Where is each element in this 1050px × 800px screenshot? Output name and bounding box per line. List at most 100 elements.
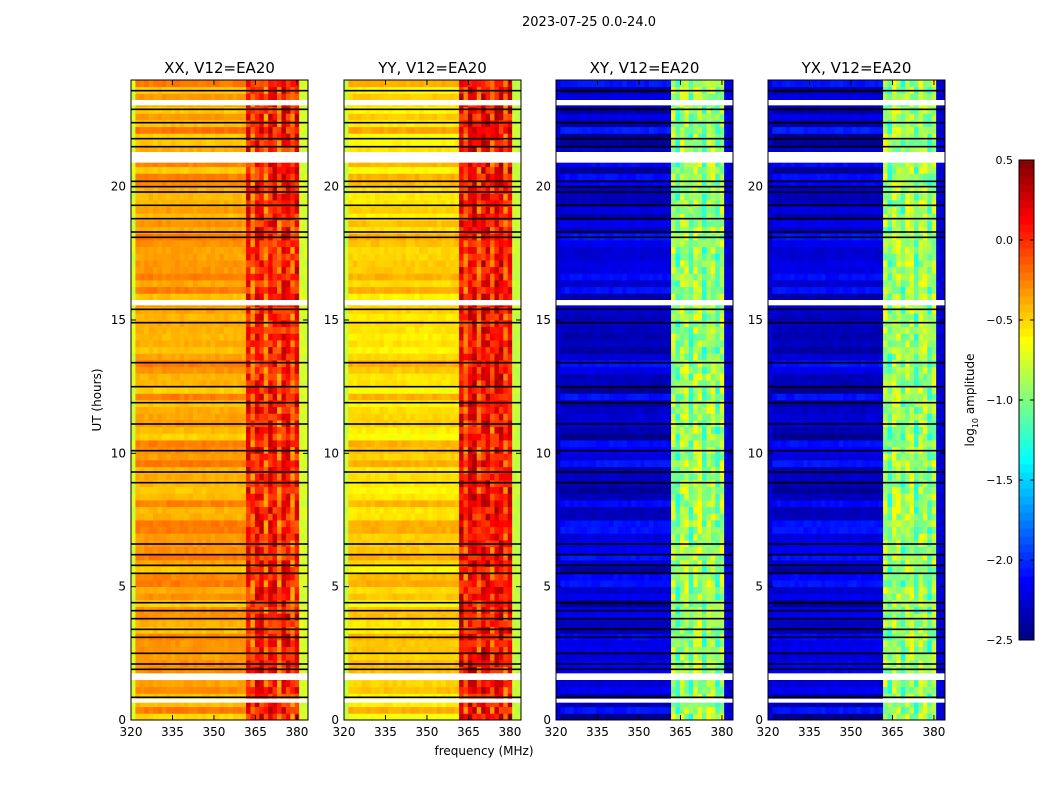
heatmap-cell <box>259 433 265 441</box>
heatmap-cell <box>379 646 385 654</box>
heatmap-cell <box>144 253 150 261</box>
heatmap-cell <box>352 573 358 581</box>
heatmap-cell <box>175 620 181 628</box>
flagged-line <box>131 481 308 484</box>
heatmap-cell <box>285 273 291 281</box>
heatmap-cell <box>277 200 282 208</box>
heatmap-cell <box>428 613 433 621</box>
heatmap-cell <box>166 520 172 528</box>
heatmap-cell <box>246 680 251 688</box>
heatmap-cell <box>344 533 349 541</box>
heatmap-cell <box>131 393 136 401</box>
heatmap-cell <box>290 366 296 374</box>
heatmap-cell <box>423 613 429 621</box>
heatmap-cell <box>277 213 282 221</box>
heatmap-cell <box>259 713 265 721</box>
heatmap-cell <box>281 573 287 581</box>
heatmap-cell <box>281 240 287 248</box>
heatmap-cell <box>303 333 309 341</box>
heatmap-cell <box>459 620 464 628</box>
heatmap-cell <box>357 546 363 554</box>
heatmap-cell <box>472 600 478 608</box>
heatmap-cell <box>281 126 287 134</box>
heatmap-cell <box>294 573 300 581</box>
heatmap-cell <box>232 253 238 261</box>
heatmap-cell <box>131 533 136 541</box>
heatmap-cell <box>175 106 181 114</box>
heatmap-cell <box>219 566 225 574</box>
heatmap-cell <box>450 706 456 714</box>
heatmap-cell <box>161 213 167 221</box>
heatmap-cell <box>223 640 229 648</box>
heatmap-cell <box>210 653 216 661</box>
heatmap-cell <box>166 640 172 648</box>
heatmap-cell <box>175 240 181 248</box>
heatmap-cell <box>246 226 251 234</box>
heatmap-cell <box>494 546 500 554</box>
heatmap-cell <box>428 706 433 714</box>
heatmap-cell <box>374 666 380 674</box>
heatmap-cell <box>250 180 256 188</box>
heatmap-cell <box>268 500 273 508</box>
heatmap-cell <box>148 146 154 154</box>
heatmap-cell <box>161 480 167 488</box>
heatmap-cell <box>294 686 300 694</box>
heatmap-cell <box>263 493 269 501</box>
heatmap-cell <box>254 226 260 234</box>
heatmap-cell <box>206 120 212 128</box>
heatmap-cell <box>135 433 141 441</box>
heatmap-cell <box>463 573 469 581</box>
heatmap-cell <box>294 386 300 394</box>
heatmap-cell <box>215 486 220 494</box>
heatmap-cell <box>206 500 212 508</box>
heatmap-cell <box>294 286 300 294</box>
heatmap-cell <box>184 513 189 521</box>
heatmap-cell <box>179 706 185 714</box>
heatmap-cell <box>494 573 500 581</box>
heatmap-cell <box>454 686 460 694</box>
heatmap-cell <box>144 320 150 328</box>
heatmap-cell <box>277 666 282 674</box>
heatmap-cell <box>277 340 282 348</box>
heatmap-cell <box>161 620 167 628</box>
heatmap-cell <box>419 613 425 621</box>
heatmap-cell <box>498 553 504 561</box>
heatmap-cell <box>192 600 198 608</box>
heatmap-cell <box>419 706 425 714</box>
heatmap-cell <box>144 120 150 128</box>
heatmap-cell <box>210 133 216 141</box>
heatmap-cell <box>516 553 522 561</box>
heatmap-cell <box>161 246 167 254</box>
heatmap-cell <box>197 106 203 114</box>
heatmap-cell <box>512 600 517 608</box>
heatmap-cell <box>184 146 189 154</box>
heatmap-cell <box>250 306 256 314</box>
heatmap-cell <box>237 406 243 414</box>
heatmap-cell <box>210 506 216 514</box>
heatmap-cell <box>144 380 150 388</box>
heatmap-cell <box>250 313 256 321</box>
heatmap-cell <box>153 353 158 361</box>
heatmap-cell <box>303 353 309 361</box>
heatmap-cell <box>206 473 212 481</box>
heatmap-cell <box>219 526 225 534</box>
heatmap-cell <box>259 593 265 601</box>
heatmap-cell <box>294 246 300 254</box>
heatmap-cell <box>228 653 234 661</box>
heatmap-cell <box>192 340 198 348</box>
heatmap-cell <box>201 533 207 541</box>
heatmap-cell <box>170 680 176 688</box>
heatmap-cell <box>157 473 163 481</box>
heatmap-cell <box>485 706 491 714</box>
heatmap-cell <box>179 326 185 334</box>
heatmap-cell <box>175 313 181 321</box>
heatmap-cell <box>166 266 172 274</box>
heatmap-cell <box>161 486 167 494</box>
heatmap-cell <box>494 680 500 688</box>
heatmap-cell <box>232 406 238 414</box>
heatmap-cell <box>410 600 416 608</box>
heatmap-cell <box>144 413 150 421</box>
heatmap-cell <box>450 646 456 654</box>
heatmap-cell <box>206 393 212 401</box>
heatmap-cell <box>250 480 256 488</box>
